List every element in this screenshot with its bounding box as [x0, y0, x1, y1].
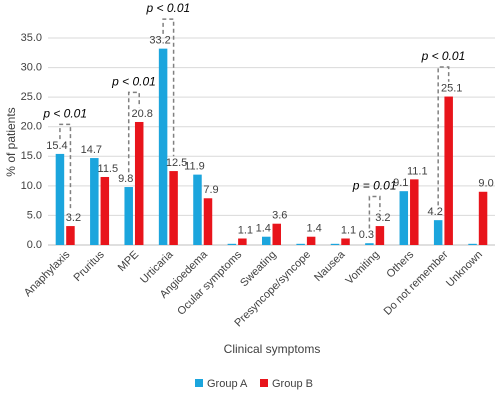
y-tick-label: 30.0 [21, 61, 42, 73]
bar [399, 191, 409, 245]
significance-bracket [437, 66, 450, 206]
y-tick-label: 0.0 [27, 239, 42, 251]
y-tick-label: 25.0 [21, 91, 42, 103]
value-label: 11.5 [98, 163, 119, 175]
bar [478, 191, 488, 245]
value-label: 7.9 [203, 184, 218, 196]
annotation: p < 0.01 [145, 1, 190, 15]
legend-label: Group B [272, 378, 313, 390]
value-label: 11.9 [184, 161, 205, 173]
bar [203, 198, 213, 245]
bar [90, 158, 99, 245]
bar [262, 236, 271, 245]
x-tick-label: Unknown [444, 249, 485, 290]
bar [100, 176, 110, 245]
bar [169, 171, 178, 245]
value-label: 1.4 [306, 223, 321, 235]
significance-bracket [368, 195, 381, 229]
value-label: 11.1 [407, 165, 428, 177]
bar [272, 223, 281, 245]
legend-swatch [260, 379, 268, 387]
value-label: 14.7 [81, 144, 102, 156]
value-label: 3.6 [272, 210, 287, 222]
bar [227, 243, 237, 245]
x-tick-label: Do not remember [382, 248, 451, 317]
value-label: 3.2 [375, 212, 390, 224]
x-tick-label: Others [384, 248, 416, 280]
value-label: 1.1 [341, 224, 356, 236]
bar [330, 243, 340, 245]
bar [410, 179, 419, 245]
bar [365, 243, 374, 245]
value-label: 12.5 [166, 157, 187, 169]
significance-bracket [127, 91, 140, 173]
value-label: 1.4 [256, 223, 271, 235]
bar [444, 96, 453, 246]
bar [375, 226, 385, 245]
x-tick-label: MPE [116, 249, 141, 274]
value-label: 9.0 [478, 178, 493, 190]
value-label: 9.1 [393, 177, 408, 189]
bar [468, 243, 477, 245]
bar [134, 121, 144, 245]
legend-swatch [195, 379, 203, 387]
annotation: p = 0.01 [352, 179, 397, 193]
bar [238, 238, 247, 245]
y-axis-label: % of patients [4, 107, 18, 176]
value-label: 1.1 [238, 224, 253, 236]
y-tick-label: 35.0 [21, 32, 42, 44]
bar [306, 236, 316, 245]
y-tick-label: 15.0 [21, 150, 42, 162]
value-label: 33.2 [149, 35, 170, 47]
value-label: 9.8 [118, 173, 133, 185]
x-tick-label: Pruritus [71, 248, 107, 284]
value-label: 15.4 [46, 140, 67, 152]
legend-label: Group A [207, 378, 248, 390]
bar [193, 174, 202, 245]
annotation: p < 0.01 [111, 75, 156, 89]
bar [124, 187, 133, 245]
value-label: 25.1 [441, 82, 462, 94]
y-tick-label: 20.0 [21, 121, 42, 133]
significance-bracket [59, 123, 72, 212]
bar [296, 243, 305, 245]
x-tick-label: Vomiting [344, 249, 382, 287]
y-tick-label: 10.0 [21, 180, 42, 192]
bar [158, 48, 168, 245]
value-label: 3.2 [66, 212, 81, 224]
significance-bracket [162, 18, 175, 157]
y-tick-label: 5.0 [27, 209, 42, 221]
x-tick-label: Ocular symptoms [175, 248, 244, 317]
bar [66, 226, 75, 245]
value-label: 4.2 [428, 206, 443, 218]
annotation: p < 0.01 [421, 49, 466, 63]
bar [433, 220, 443, 245]
bar [55, 153, 65, 245]
value-label: 20.8 [132, 108, 153, 120]
x-axis-label: Clinical symptoms [224, 342, 321, 356]
annotation: p < 0.01 [42, 107, 87, 121]
value-label: 0.3 [359, 229, 374, 241]
bar [341, 238, 350, 245]
x-tick-label: Anaphylaxis [22, 248, 73, 299]
